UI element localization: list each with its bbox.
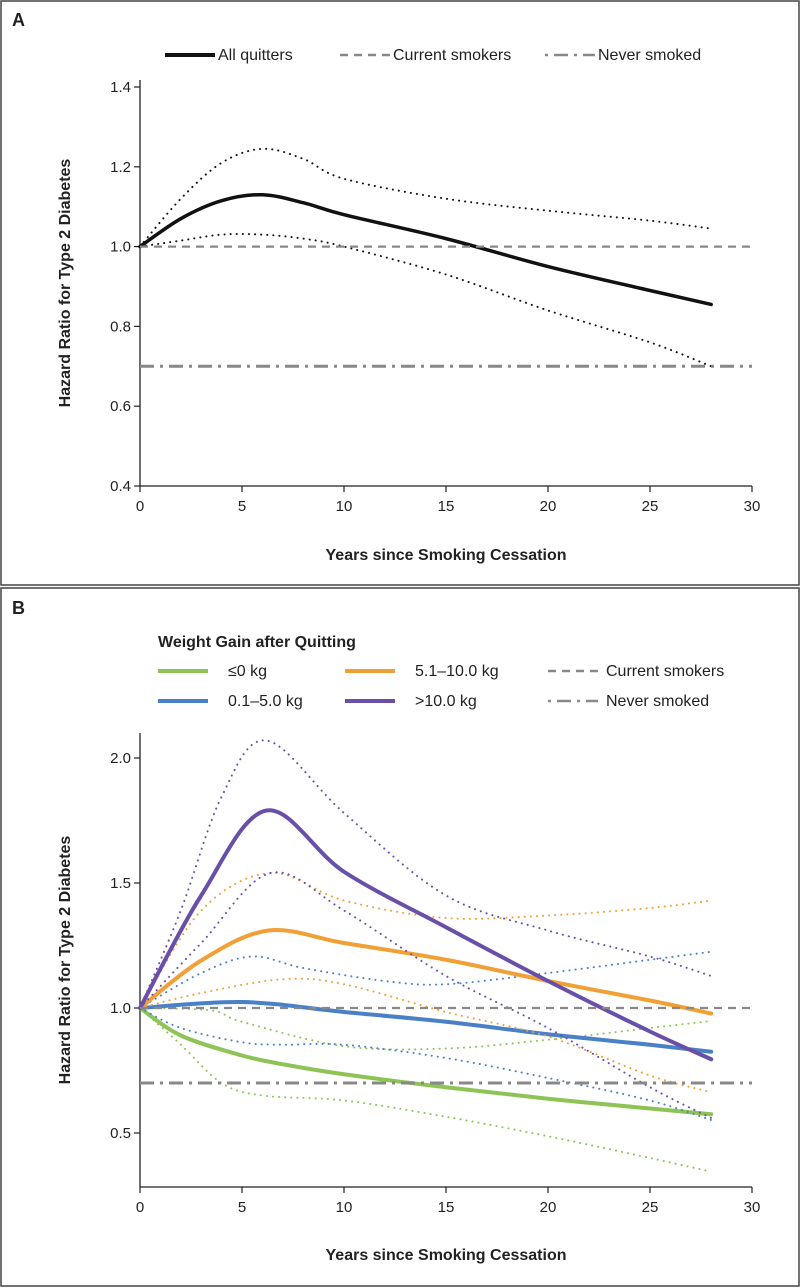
panel-b-frame <box>0 587 800 1287</box>
ci-lower-line <box>139 233 713 368</box>
panel-a-label: A <box>12 10 25 30</box>
panel-b-label: B <box>12 598 25 618</box>
x-tick-label: 10 <box>336 1199 353 1216</box>
x-tick-label: 20 <box>540 498 557 515</box>
series-line <box>138 808 714 1062</box>
x-tick-label: 25 <box>642 498 659 515</box>
y-tick-label: 0.8 <box>110 318 131 335</box>
legend-label: 5.1–10.0 kg <box>415 663 499 680</box>
x-tick-label: 10 <box>336 498 353 515</box>
y-tick-label: 1.4 <box>110 79 131 96</box>
x-tick-label: 30 <box>744 1199 761 1216</box>
panel-a-frame <box>0 0 800 586</box>
y-tick-label: 0.4 <box>110 478 131 495</box>
ci-lower-line <box>139 871 713 1119</box>
x-tick-label: 15 <box>438 498 455 515</box>
ci-upper-line <box>139 950 713 1009</box>
legend-label: Never smoked <box>598 47 701 64</box>
x-tick-label: 5 <box>238 498 246 515</box>
y-axis-label: Hazard Ratio for Type 2 Diabetes <box>57 836 74 1085</box>
x-axis-label: Years since Smoking Cessation <box>326 1247 567 1264</box>
x-tick-label: 20 <box>540 1199 557 1216</box>
series-line <box>138 928 714 1016</box>
series-line <box>138 999 714 1054</box>
x-tick-label: 15 <box>438 1199 455 1216</box>
x-tick-label: 0 <box>136 498 144 515</box>
ci-upper-line <box>139 1007 713 1051</box>
y-tick-label: 1.2 <box>110 159 131 176</box>
ci-lower-line <box>139 977 713 1094</box>
x-axis-label: Years since Smoking Cessation <box>326 547 567 564</box>
legend-label: 0.1–5.0 kg <box>228 693 303 710</box>
x-tick-label: 5 <box>238 1199 246 1216</box>
legend-title: Weight Gain after Quitting <box>158 634 356 651</box>
ci-lower-line <box>139 1007 713 1121</box>
legend-label: ≤0 kg <box>228 663 267 680</box>
series-line <box>138 1006 714 1117</box>
x-tick-label: 30 <box>744 498 761 515</box>
y-tick-label: 1.0 <box>110 239 131 256</box>
legend-label: >10.0 kg <box>415 693 477 710</box>
y-tick-label: 1.0 <box>110 1000 131 1017</box>
legend-label: Never smoked <box>606 693 709 710</box>
series-line <box>138 192 713 307</box>
ci-upper-line <box>139 739 713 1009</box>
y-tick-label: 0.5 <box>110 1125 131 1142</box>
y-tick-label: 2.0 <box>110 750 131 767</box>
y-axis-label: Hazard Ratio for Type 2 Diabetes <box>57 159 74 408</box>
y-tick-label: 0.6 <box>110 398 131 415</box>
ci-lower-line <box>139 1007 713 1173</box>
legend-label: Current smokers <box>393 47 511 64</box>
ci-upper-line <box>139 871 713 1009</box>
y-tick-label: 1.5 <box>110 875 131 892</box>
legend-label: All quitters <box>218 47 293 64</box>
x-tick-label: 25 <box>642 1199 659 1216</box>
legend-label: Current smokers <box>606 663 724 680</box>
x-tick-label: 0 <box>136 1199 144 1216</box>
